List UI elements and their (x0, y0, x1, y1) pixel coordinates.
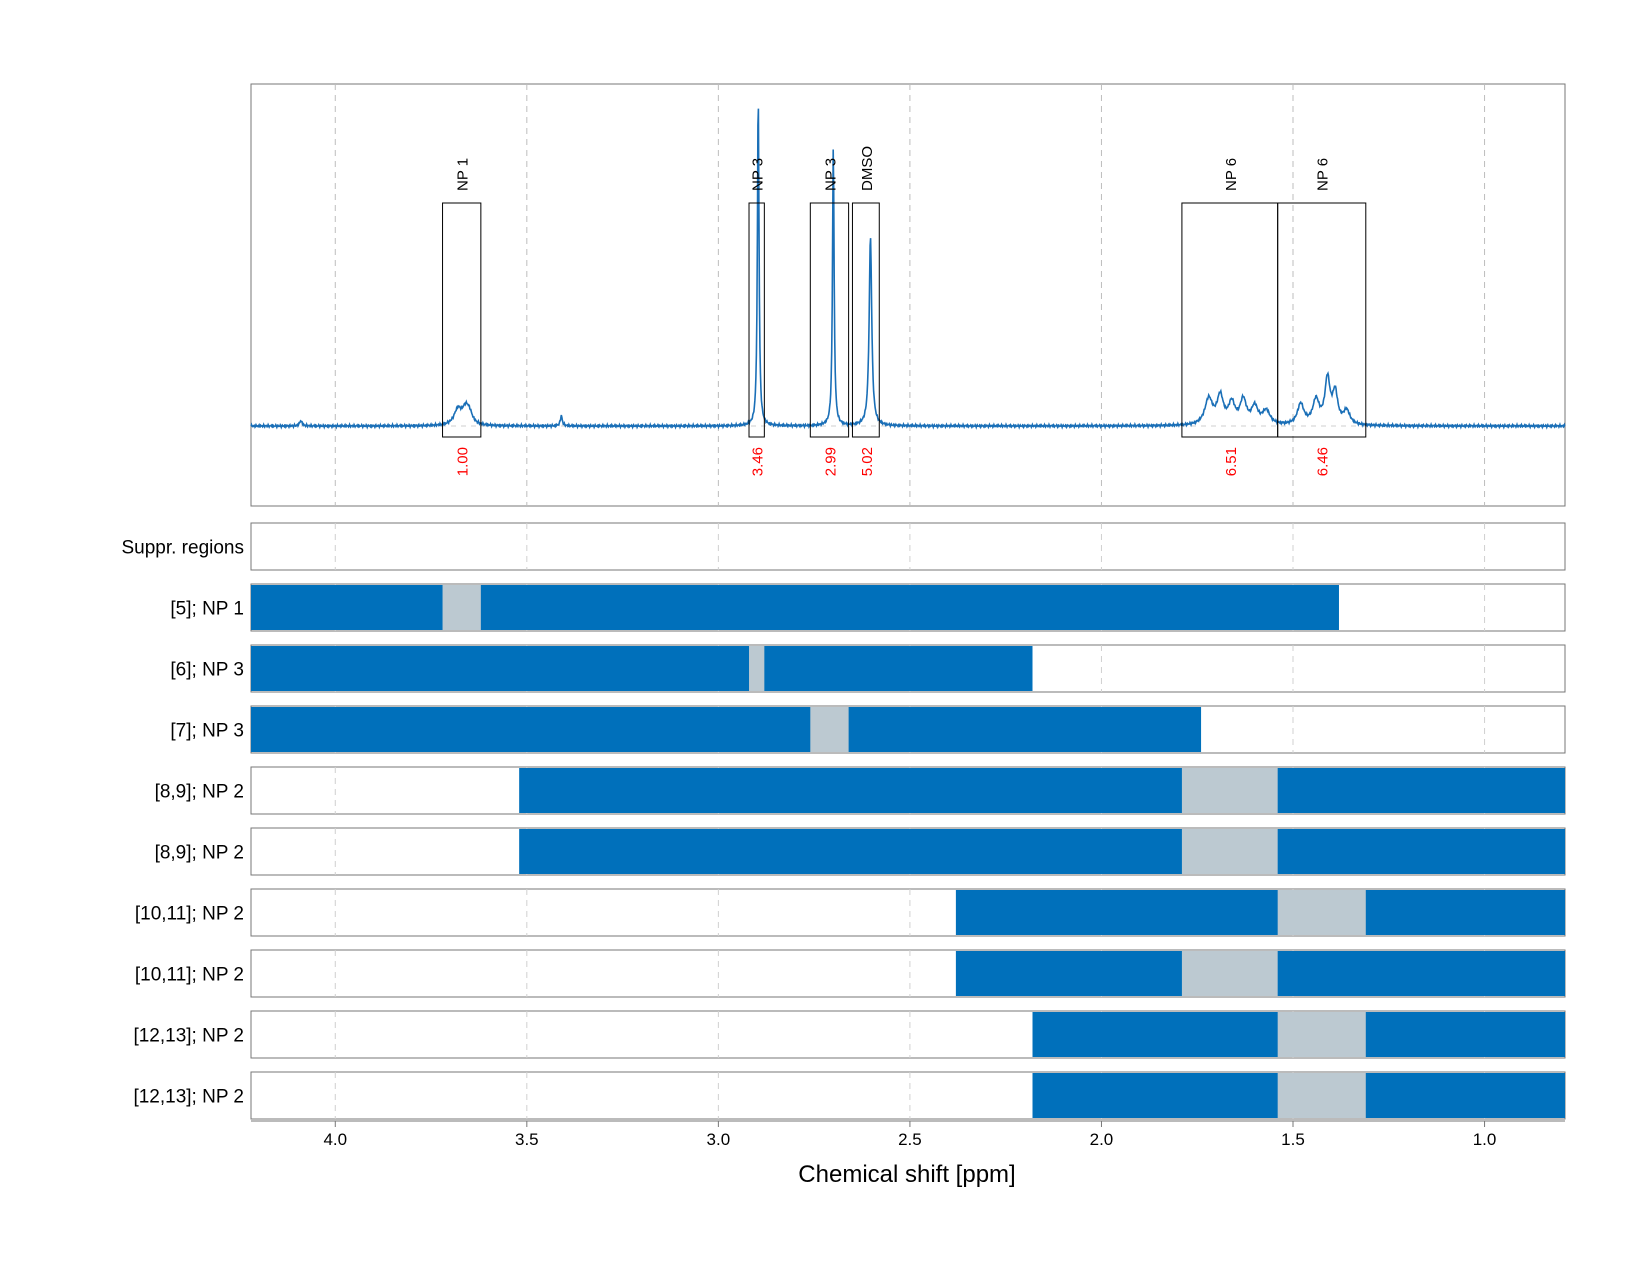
region-label: DMSO (859, 146, 876, 191)
x-tick-label: 2.5 (898, 1130, 922, 1149)
track-label: [7]; NP 3 (170, 721, 244, 742)
track-signal-gap (1277, 890, 1366, 935)
track-label: [12,13]; NP 2 (133, 1087, 244, 1108)
integral-value: 6.46 (1315, 447, 1332, 476)
track-signal-gap (442, 585, 481, 630)
track-signal-gap (1181, 768, 1278, 813)
spectrum-panel: NP 1 1.00 NP 3 3.46 NP 3 2.99 DMSO 5.02 NP 6 6.51… (250, 83, 1566, 507)
track-signal-gap (1277, 1012, 1366, 1057)
track-label: [12,13]; NP 2 (133, 1026, 244, 1047)
track-signal-gap (1277, 1073, 1366, 1118)
integration-box (851, 202, 880, 438)
track-label: [8,9]; NP 2 (155, 843, 244, 864)
integral-value: 3.46 (750, 447, 767, 476)
x-axis: 4.0 3.5 3.0 2.5 2.0 1.5 1.0 (251, 1120, 1565, 1149)
track-signal-gap (749, 646, 765, 691)
track-signal-gap (1181, 951, 1278, 996)
track-label: [10,11]; NP 2 (135, 904, 244, 925)
x-tick-label: 4.0 (323, 1130, 347, 1149)
spectrum-line (250, 108, 1566, 430)
x-tick-label: 3.5 (515, 1130, 539, 1149)
x-tick-label: 1.0 (1473, 1130, 1497, 1149)
track-window-bar (519, 829, 1565, 874)
track-label: [6]; NP 3 (170, 660, 244, 681)
x-axis-title: Chemical shift [ppm] (798, 1161, 1015, 1188)
integral-value: 6.51 (1223, 447, 1240, 476)
track-window-bar (251, 585, 1339, 630)
x-tick-label: 3.0 (707, 1130, 731, 1149)
track-window-bar (251, 707, 1202, 752)
spectrum-frame (250, 83, 1566, 507)
integral-value: 5.02 (859, 447, 876, 476)
track-label: Suppr. regions (121, 538, 244, 559)
track-window-bar (955, 890, 1565, 935)
region-label: NP 6 (1223, 158, 1240, 191)
track-label: [5]; NP 1 (170, 599, 244, 620)
track-window-bar (251, 646, 1033, 691)
x-tick-label: 1.5 (1281, 1130, 1305, 1149)
tracks-panel: Suppr. regions [5]; NP 1 [6]; NP 3 [7]; NP … (121, 522, 1566, 1120)
track-signal-gap (1181, 829, 1278, 874)
integral-value: 1.00 (455, 447, 472, 476)
integration-box (809, 202, 850, 438)
x-tick-label: 2.0 (1090, 1130, 1114, 1149)
track-label: [10,11]; NP 2 (135, 965, 244, 986)
region-label: NP 1 (455, 158, 472, 191)
track-label: [8,9]; NP 2 (155, 782, 244, 803)
region-label: NP 6 (1315, 158, 1332, 191)
track-window-bar (519, 768, 1565, 813)
integration-box (748, 202, 765, 438)
region-label: NP 3 (750, 158, 767, 191)
region-label: NP 3 (822, 158, 839, 191)
integration-box (1277, 202, 1367, 438)
integral-value: 2.99 (822, 447, 839, 476)
track-frame (250, 522, 1566, 571)
track-signal-gap (810, 707, 849, 752)
integration-box (442, 202, 482, 438)
